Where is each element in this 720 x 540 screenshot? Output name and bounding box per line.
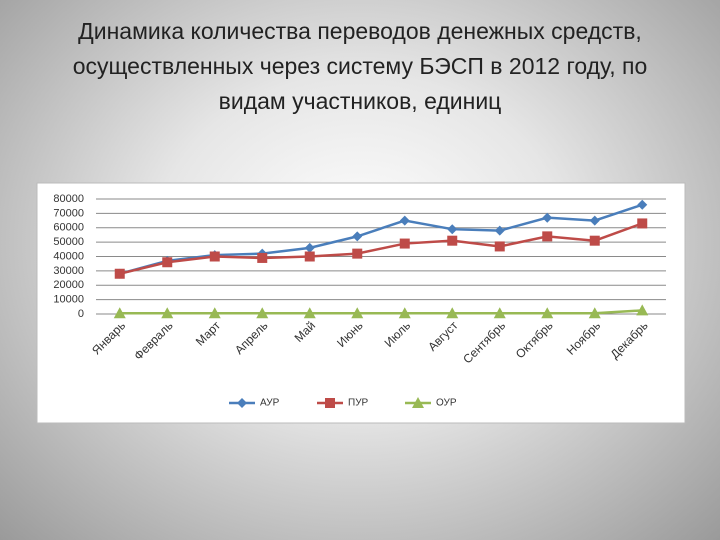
legend-label: ПУР (348, 398, 369, 409)
point (399, 215, 410, 226)
y-tick-label: 40000 (53, 250, 84, 262)
point (208, 307, 221, 319)
y-tick-label: 20000 (53, 279, 84, 291)
legend-marker (325, 398, 335, 408)
point (494, 225, 505, 236)
series-line (119, 203, 643, 275)
y-tick-label: 80000 (53, 193, 84, 205)
point (256, 307, 269, 319)
point (304, 251, 315, 262)
point (162, 257, 173, 268)
point (303, 307, 316, 319)
legend-marker (237, 398, 247, 408)
legend-marker (412, 397, 424, 408)
point (542, 212, 553, 223)
point (493, 307, 506, 319)
point (114, 268, 125, 279)
point (637, 199, 648, 210)
chart-title: Динамика количества переводов денежных с… (72, 18, 648, 114)
y-tick-label: 10000 (53, 294, 84, 306)
point (637, 218, 648, 229)
point (398, 307, 411, 319)
point (304, 242, 315, 253)
point (399, 238, 410, 249)
point (447, 235, 458, 246)
point (257, 252, 268, 263)
point (209, 251, 220, 262)
y-tick-label: 50000 (53, 236, 84, 248)
point (352, 248, 363, 259)
point (113, 307, 126, 319)
series-line (119, 309, 643, 315)
point (494, 241, 505, 252)
point (541, 307, 554, 319)
point (447, 224, 458, 235)
y-tick-label: 70000 (53, 207, 84, 219)
series-line (119, 222, 643, 275)
y-tick-label: 30000 (53, 265, 84, 277)
point (351, 307, 364, 319)
legend-label: ОУР (436, 398, 457, 409)
point (352, 231, 363, 242)
point (589, 215, 600, 226)
y-tick-label: 0 (78, 308, 84, 320)
y-tick-label: 60000 (53, 222, 84, 234)
legend-label: АУР (260, 398, 280, 409)
chart-area (36, 182, 686, 424)
point (589, 235, 600, 246)
point (588, 307, 601, 319)
point (636, 304, 649, 316)
point (161, 307, 174, 319)
point (446, 307, 459, 319)
point (542, 231, 553, 242)
